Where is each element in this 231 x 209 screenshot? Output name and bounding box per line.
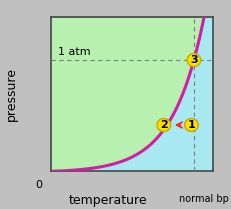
Text: temperature: temperature <box>68 194 146 207</box>
Text: 3: 3 <box>189 55 197 65</box>
Text: normal bp: normal bp <box>178 194 228 204</box>
Circle shape <box>156 119 170 131</box>
Circle shape <box>184 119 197 131</box>
Circle shape <box>186 54 200 66</box>
Text: pressure: pressure <box>5 67 18 121</box>
Text: 2: 2 <box>159 120 167 130</box>
Text: 1: 1 <box>187 120 195 130</box>
Text: 0: 0 <box>35 180 42 190</box>
Text: 1 atm: 1 atm <box>57 47 90 57</box>
